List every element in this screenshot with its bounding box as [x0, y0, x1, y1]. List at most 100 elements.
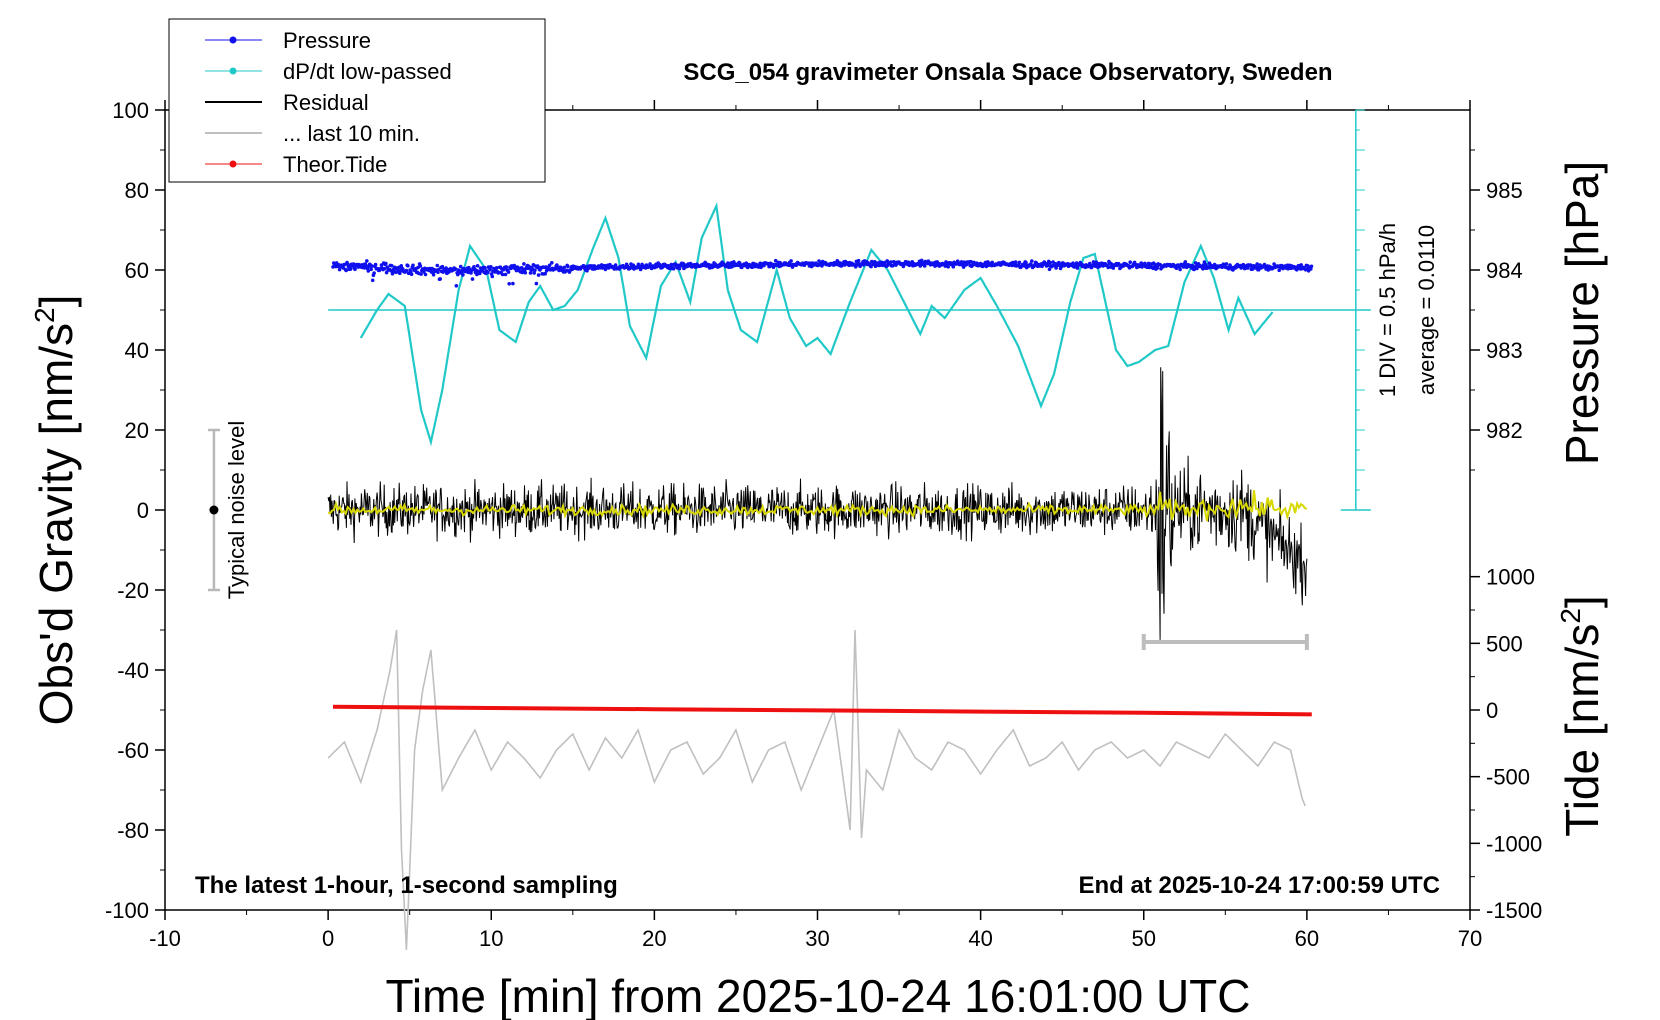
pressure-point [370, 264, 374, 268]
pressure-point [922, 264, 927, 268]
legend-marker [229, 36, 237, 44]
pressure-point [1047, 267, 1052, 272]
series-dpdt [359, 202, 1274, 447]
pressure-point [504, 265, 509, 269]
pressure-point [404, 268, 409, 273]
y-left-tick-label: 60 [125, 258, 149, 283]
pressure-point [566, 264, 570, 269]
pressure-point [344, 268, 349, 273]
legend-entry: Theor.Tide [205, 152, 387, 177]
pressure-point [1155, 266, 1160, 270]
pressure-point [353, 267, 357, 272]
legend-entry: Residual [205, 90, 369, 115]
legend-entry: dP/dt low-passed [205, 59, 452, 84]
pressure-point [1017, 260, 1022, 265]
pressure-point [969, 259, 973, 264]
pressure-point [438, 277, 443, 281]
pressure-point [543, 271, 547, 276]
legend-rows: Pressure dP/dt low-passed Residual ... last… [205, 28, 452, 177]
tide-tick-label: -1000 [1486, 831, 1542, 856]
series-residual [327, 367, 1308, 640]
x-tick-label: 40 [968, 926, 992, 951]
pressure-point [435, 263, 440, 268]
pressure-point [494, 266, 499, 270]
tide-tick-label: 0 [1486, 698, 1498, 723]
pressure-point [671, 266, 676, 271]
legend-label: dP/dt low-passed [283, 59, 452, 84]
axis-layer: -10 0 10 20 30 40 50 60 70100806040200-20-40-60-… [105, 98, 1542, 951]
pressure-point [1299, 263, 1303, 267]
dpdt-average-label: average = 0.0110 [1414, 225, 1439, 395]
legend-entry: ... last 10 min. [205, 121, 420, 146]
pressure-point [364, 263, 368, 268]
pressure-point [1013, 260, 1018, 264]
pressure-point [1309, 264, 1314, 269]
noise-bar-center [209, 505, 219, 515]
pressure-point [469, 271, 473, 275]
y-left-tick-label: -60 [117, 738, 149, 763]
pressure-point [411, 263, 415, 268]
pressure-point [418, 264, 423, 268]
pressure-point [789, 259, 793, 263]
pressure-point [419, 272, 423, 276]
pressure-point [880, 260, 884, 265]
pressure-point [423, 272, 428, 277]
x-tick-label: 50 [1132, 926, 1156, 951]
pressure-point [1178, 267, 1182, 272]
pressure-point [946, 265, 950, 269]
pressure-point [431, 272, 436, 277]
pressure-tick-label: 985 [1486, 178, 1523, 203]
pressure-point [990, 260, 994, 265]
pressure-point [337, 267, 342, 272]
y-left-tick-label: 20 [125, 418, 149, 443]
legend-marker [229, 160, 237, 168]
pressure-point [486, 270, 490, 275]
pressure-point [489, 265, 493, 269]
y-left-tick-label: -100 [105, 898, 149, 923]
pressure-point [648, 262, 652, 266]
pressure-point [613, 263, 618, 267]
y-left-tick-label: 0 [137, 498, 149, 523]
pressure-point [483, 266, 487, 270]
pressure-point [488, 267, 492, 272]
annotation-bottom-left: The latest 1-hour, 1-second sampling [195, 872, 618, 899]
x-tick-label: 20 [642, 926, 666, 951]
pressure-point [1046, 263, 1050, 268]
pressure-point [562, 265, 566, 270]
x-tick-label: 10 [479, 926, 503, 951]
pressure-point [409, 272, 414, 277]
pressure-tick-label: 982 [1486, 418, 1523, 443]
pressure-point [889, 260, 893, 264]
pressure-point [365, 259, 369, 263]
pressure-point [1277, 268, 1281, 273]
pressure-point [1111, 266, 1116, 270]
x-tick-label: 30 [805, 926, 829, 951]
pressure-tick-label: 984 [1486, 258, 1523, 283]
pressure-point [522, 262, 526, 266]
pressure-point [507, 282, 512, 286]
pressure-point [470, 277, 475, 281]
pressure-point [490, 274, 495, 279]
tide-tick-label: -1500 [1486, 898, 1542, 923]
pressure-point [773, 258, 778, 263]
x-tick-label: 60 [1295, 926, 1319, 951]
tide-tick-label: 1000 [1486, 565, 1535, 590]
pressure-point [458, 264, 463, 269]
tide-tick-label: -500 [1486, 765, 1530, 790]
pressure-point [506, 270, 511, 274]
y-axis-tide-title: Tide [nm/s2] [1555, 595, 1608, 836]
pressure-point [384, 261, 388, 266]
pressure-point [669, 262, 674, 267]
pressure-point [750, 265, 754, 270]
legend-box [168, 18, 546, 183]
pressure-point [677, 266, 682, 271]
y-left-tick-label: 80 [125, 178, 149, 203]
series-pressure [331, 258, 1314, 288]
dpdt-scale-label: 1 DIV = 0.5 hPa/h [1375, 223, 1400, 397]
pressure-point [523, 270, 528, 275]
pressure-point [1224, 262, 1229, 266]
pressure-point [389, 263, 394, 268]
pressure-point [951, 264, 956, 269]
pressure-point [475, 264, 480, 268]
